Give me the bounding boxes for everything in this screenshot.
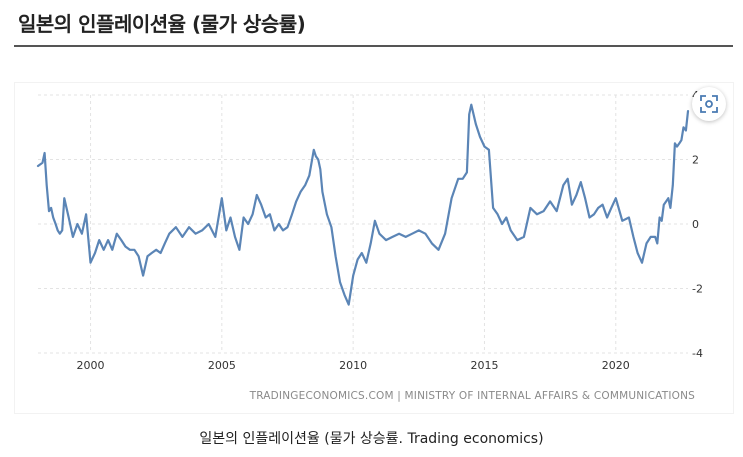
zoom-button[interactable] [692, 87, 726, 121]
y-tick-label: -2 [692, 283, 703, 296]
x-tick-label: 2020 [602, 359, 630, 372]
y-tick-label: -4 [692, 347, 703, 360]
y-tick-label: 2 [692, 154, 699, 167]
zoom-icon [699, 94, 719, 114]
page-title: 일본의 인플레이션율 (물가 상승률) [18, 12, 306, 36]
x-tick-label: 2000 [77, 359, 105, 372]
chart-container [14, 82, 734, 414]
grid-lines [38, 94, 688, 354]
title-divider [14, 45, 733, 47]
y-tick-label: 0 [692, 218, 699, 231]
x-tick-label: 2010 [339, 359, 367, 372]
x-tick-label: 2005 [208, 359, 236, 372]
x-tick-label: 2015 [470, 359, 498, 372]
series-line [36, 103, 690, 306]
chart-caption: 일본의 인플레이션율 (물가 상승률. Trading economics) [199, 431, 544, 447]
source-credit: TRADINGECONOMICS.COM | MINISTRY OF INTER… [249, 390, 696, 402]
